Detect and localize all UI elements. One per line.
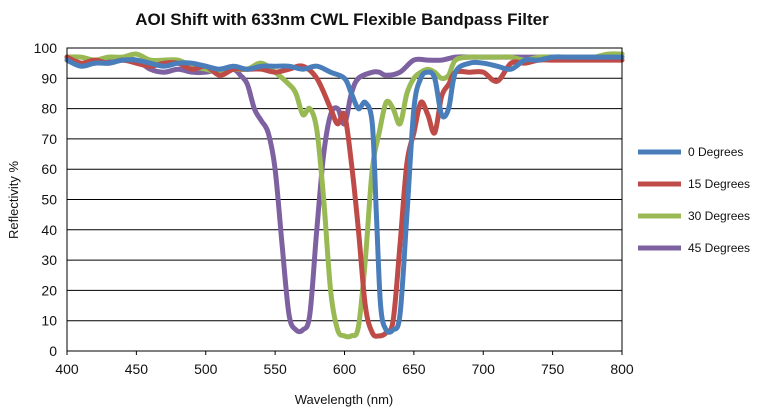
y-tick-label-80: 80 <box>41 101 57 117</box>
legend: 0 Degrees 15 Degrees 30 Degrees 45 Degrees <box>638 145 750 255</box>
legend-label-15-degrees: 15 Degrees <box>688 177 750 191</box>
y-tick-label-40: 40 <box>41 222 57 238</box>
x-tick-label-600: 600 <box>333 361 357 377</box>
legend-label-30-degrees: 30 Degrees <box>688 209 750 223</box>
series-line-15-degrees <box>64 54 625 339</box>
y-tick-label-70: 70 <box>41 131 57 147</box>
x-tick-label-500: 500 <box>194 361 218 377</box>
x-tick-label-650: 650 <box>402 361 426 377</box>
y-tick-label-90: 90 <box>41 70 57 86</box>
x-tick-label-800: 800 <box>610 361 634 377</box>
series-lines <box>64 51 625 340</box>
y-tick-label-10: 10 <box>41 313 57 329</box>
axis-ticks: 0 10 20 30 40 50 60 70 80 90 100 400 450 500 550 600 650… <box>34 40 634 377</box>
y-tick-label-30: 30 <box>41 252 57 268</box>
y-tick-label-100: 100 <box>34 40 58 56</box>
y-axis-label: Reflectivity % <box>6 161 21 239</box>
series-line-30-degrees <box>64 51 625 340</box>
y-tick-label-20: 20 <box>41 282 57 298</box>
x-tick-label-550: 550 <box>263 361 287 377</box>
x-tick-label-700: 700 <box>472 361 496 377</box>
y-tick-label-50: 50 <box>41 192 57 208</box>
legend-label-45-degrees: 45 Degrees <box>688 241 750 255</box>
x-axis-label: Wavelength (nm) <box>295 392 394 407</box>
y-tick-label-60: 60 <box>41 161 57 177</box>
chart-title: AOI Shift with 633nm CWL Flexible Bandpa… <box>135 10 549 29</box>
series-line-0-degrees <box>64 54 625 335</box>
x-tick-label-750: 750 <box>541 361 565 377</box>
legend-label-0-degrees: 0 Degrees <box>688 145 743 159</box>
y-tick-label-0: 0 <box>49 343 57 359</box>
x-tick-label-450: 450 <box>125 361 149 377</box>
x-tick-label-400: 400 <box>55 361 79 377</box>
